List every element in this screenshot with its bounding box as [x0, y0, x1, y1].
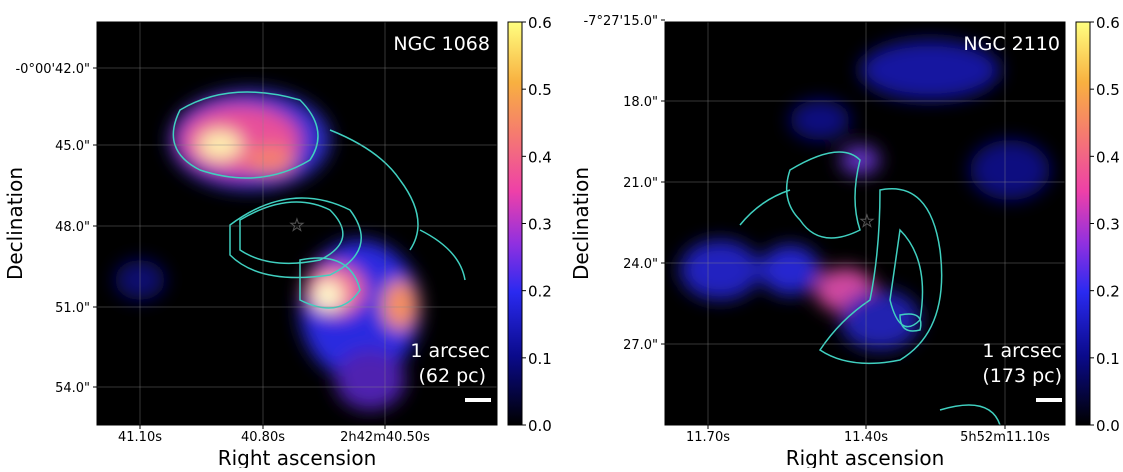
svg-text:☆: ☆ [289, 215, 305, 236]
x-tick-label: 5h52m11.10s [960, 430, 1050, 445]
y-tick-label: -7°27'15.0" [583, 14, 658, 29]
colorbar [1075, 21, 1091, 426]
y-tick-label: 48.0" [55, 220, 90, 235]
y-tick-label: 51.0" [55, 301, 90, 316]
svg-text:☆: ☆ [859, 211, 875, 232]
y-axis-label: Declination [569, 167, 593, 280]
colorbar-tick-label: 0.2 [1096, 283, 1120, 301]
annotation: (62 pc) [418, 365, 486, 387]
y-axis-label: Declination [3, 167, 27, 280]
y-tick-label: 24.0" [623, 257, 658, 272]
y-tick-label: 54.0" [55, 381, 90, 396]
colorbar-tick-label: 0.0 [1096, 417, 1120, 435]
x-axis-label: Right ascension [786, 446, 945, 468]
y-tick-label: 45.0" [55, 139, 90, 154]
x-tick-label: 11.70s [686, 430, 730, 445]
x-tick-label: 2h42m40.50s [340, 430, 430, 445]
colorbar-tick-label: 0.3 [528, 216, 552, 234]
x-tick-label: 41.10s [118, 430, 162, 445]
colorbar-tick-label: 0.2 [528, 283, 552, 301]
x-axis-label: Right ascension [218, 446, 377, 468]
x-tick-label: 11.40s [844, 430, 888, 445]
colorbar-tick-label: 0.4 [1096, 148, 1120, 166]
y-tick-label: -0°00'42.0" [15, 62, 90, 77]
colorbar-tick-label: 0.3 [1096, 216, 1120, 234]
colorbar-tick-label: 0.5 [1096, 81, 1120, 99]
y-tick-label: 18.0" [623, 95, 658, 110]
colorbar-tick-label: 0.1 [528, 350, 552, 368]
annotation: 1 arcsec [410, 340, 490, 362]
image-panel: ☆ [665, 22, 1065, 425]
colorbar-tick-label: 0.4 [528, 148, 552, 166]
image-panel: ☆ [97, 22, 497, 425]
annotation: NGC 2110 [963, 33, 1060, 55]
annotation: 1 arcsec [982, 340, 1062, 362]
colorbar-tick-label: 0.0 [528, 417, 552, 435]
colorbar-tick-label: 0.5 [528, 81, 552, 99]
annotation: (173 pc) [982, 365, 1062, 387]
colorbar-tick-label: 0.6 [1096, 14, 1120, 32]
y-tick-label: 21.0" [623, 176, 658, 191]
annotation: NGC 1068 [393, 33, 490, 55]
y-tick-label: 27.0" [623, 338, 658, 353]
colorbar [507, 21, 523, 426]
image-frame [96, 21, 498, 426]
colorbar-tick-label: 0.6 [528, 14, 552, 32]
colorbar-tick-label: 0.1 [1096, 350, 1120, 368]
x-tick-label: 40.80s [241, 430, 285, 445]
image-frame [664, 21, 1066, 426]
